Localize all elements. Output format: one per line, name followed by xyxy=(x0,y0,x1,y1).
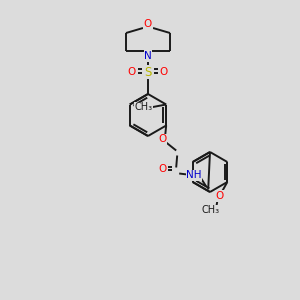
Text: N: N xyxy=(144,51,152,61)
Text: O: O xyxy=(158,134,166,145)
Text: O: O xyxy=(128,67,136,77)
Text: O: O xyxy=(160,67,168,77)
Text: O: O xyxy=(215,191,224,201)
Text: CH₃: CH₃ xyxy=(201,205,219,215)
Text: NH: NH xyxy=(186,170,202,181)
Text: CH₃: CH₃ xyxy=(134,103,152,112)
Text: O: O xyxy=(144,19,152,29)
Text: O: O xyxy=(158,164,166,175)
Text: S: S xyxy=(144,65,152,79)
